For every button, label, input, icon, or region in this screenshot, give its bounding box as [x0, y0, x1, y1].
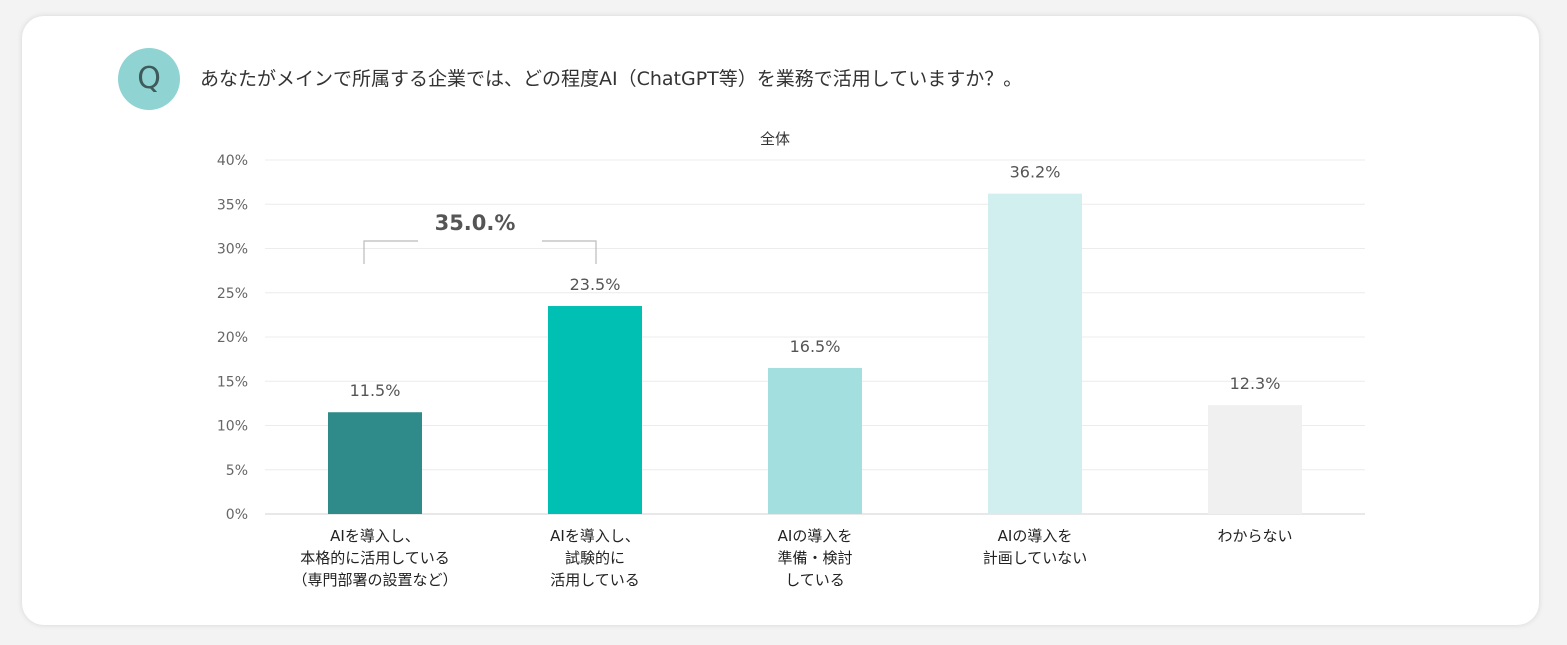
- card: [22, 16, 1539, 625]
- y-tick-label: 20%: [217, 330, 248, 346]
- x-tick-label: 計画していない: [983, 549, 1088, 567]
- bar-value-label: 11.5%: [350, 381, 401, 400]
- chart-title: 全体: [760, 130, 790, 148]
- x-tick-label: 活用している: [550, 571, 640, 589]
- x-tick-label: 試験的に: [565, 549, 625, 567]
- x-tick-label: 本格的に活用している: [300, 549, 450, 567]
- bar: [988, 193, 1082, 514]
- bar: [1208, 405, 1302, 514]
- y-tick-label: 35%: [217, 197, 248, 213]
- x-tick-label: AIの導入を: [998, 527, 1073, 545]
- bar: [328, 412, 422, 514]
- y-tick-label: 25%: [217, 286, 248, 302]
- x-tick-label: 準備・検討: [777, 549, 852, 567]
- y-tick-label: 10%: [217, 419, 248, 435]
- y-tick-label: 5%: [226, 463, 248, 479]
- bar-value-label: 16.5%: [790, 337, 841, 356]
- bar-value-label: 36.2%: [1010, 163, 1061, 182]
- y-tick-label: 0%: [226, 507, 248, 523]
- y-tick-label: 40%: [217, 153, 248, 169]
- question-text: あなたがメインで所属する企業では、どの程度AI（ChatGPT等）を業務で活用し…: [200, 68, 1023, 90]
- q-badge: Q: [118, 48, 180, 110]
- bracket-label: 35.0.%: [435, 211, 516, 235]
- x-tick-label: AIの導入を: [778, 527, 853, 545]
- bar-value-label: 12.3%: [1230, 374, 1281, 393]
- bar: [768, 367, 862, 514]
- bracket-label-bg: [418, 235, 542, 247]
- x-tick-label: わからない: [1217, 527, 1292, 545]
- y-tick-label: 30%: [217, 242, 248, 258]
- bar: [548, 306, 642, 514]
- y-tick-label: 15%: [217, 374, 248, 390]
- x-tick-label: AIを導入し、: [550, 527, 640, 545]
- x-tick-label: （専門部署の設置など）: [292, 571, 457, 589]
- bar-value-label: 23.5%: [570, 275, 621, 294]
- x-tick-label: AIを導入し、: [330, 527, 420, 545]
- x-tick-label: している: [785, 571, 845, 589]
